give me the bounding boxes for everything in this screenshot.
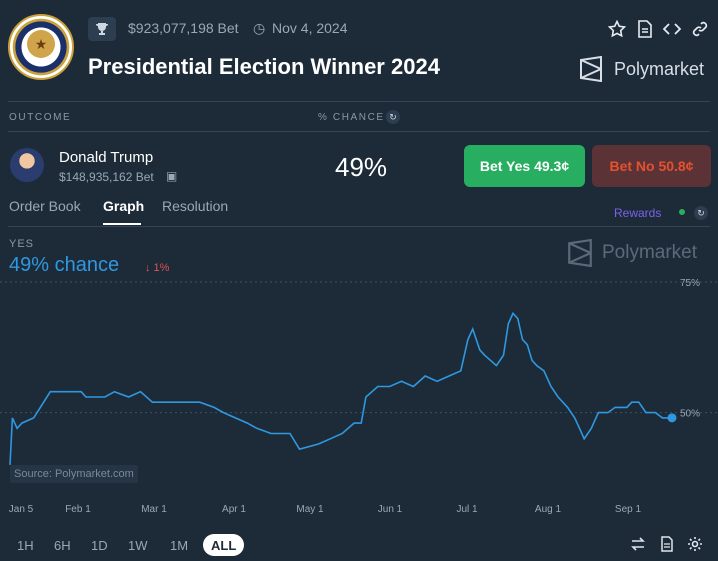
document-icon[interactable]	[634, 18, 656, 40]
star-icon[interactable]	[606, 18, 628, 40]
range-all[interactable]: ALL	[203, 534, 245, 556]
y-tick-label: 75%	[680, 278, 700, 289]
tabs-divider	[8, 226, 710, 227]
graph-outcome-label: YES	[9, 238, 35, 250]
tab-graph[interactable]: Graph	[103, 198, 145, 214]
price-chart[interactable]: 75% 50% Jan 5 Feb 1 Mar 1 Apr 1 May 1 Jun 1 Jul …	[0, 270, 718, 520]
clock-icon: ◷	[253, 20, 266, 36]
end-date: Nov 4, 2024	[272, 20, 348, 36]
page-title: Presidential Election Winner 2024	[88, 54, 440, 79]
polymarket-logo-icon	[580, 56, 602, 82]
x-tick-label: Jun 1	[378, 504, 403, 515]
watermark-text: Polymarket	[602, 242, 698, 263]
chart-source: Source: Polymarket.com	[10, 465, 138, 483]
tab-resolution[interactable]: Resolution	[162, 198, 229, 214]
document-icon[interactable]	[657, 534, 677, 554]
current-point[interactable]	[667, 413, 677, 423]
polymarket-logo[interactable]: Polymarket	[578, 55, 704, 83]
x-tick-label: Jul 1	[456, 504, 478, 515]
graph-delta: ↓ 1%	[145, 262, 170, 274]
range-1h[interactable]: 1H	[17, 537, 34, 553]
price-line	[9, 311, 672, 465]
candidate-volume: $148,935,162 Bet	[59, 170, 154, 184]
graph-watermark: Polymarket	[566, 238, 697, 268]
range-1d[interactable]: 1D	[91, 537, 108, 553]
range-6h[interactable]: 6H	[54, 537, 71, 553]
brand-name: Polymarket	[614, 58, 705, 79]
candidate-name: Donald Trump	[59, 149, 154, 166]
market-volume: $923,077,198 Bet	[128, 20, 239, 36]
y-tick-label: 50%	[680, 409, 700, 420]
range-1m[interactable]: 1M	[170, 537, 189, 553]
watermark-logo-icon	[568, 239, 592, 267]
link-icon[interactable]	[689, 18, 711, 40]
embed-code-icon[interactable]	[661, 18, 683, 40]
x-tick-label: Aug 1	[535, 504, 562, 515]
x-tick-label: Apr 1	[222, 504, 246, 515]
range-1w[interactable]: 1W	[128, 537, 148, 553]
bet-no-button[interactable]: Bet No 50.8¢	[592, 145, 711, 187]
header-divider	[8, 101, 710, 102]
rewards-link[interactable]: Rewards	[614, 206, 662, 220]
x-tick-label: May 1	[296, 504, 324, 515]
outcome-column-header: OUTCOME	[9, 112, 72, 123]
rewards-refresh-icon[interactable]: ↻	[694, 206, 708, 220]
graph-chance: 49% chance	[9, 254, 120, 276]
refresh-icon[interactable]: ↻	[386, 110, 400, 124]
eagle-icon: ★	[27, 30, 55, 58]
presidential-seal	[8, 14, 74, 80]
candidate-avatar	[10, 148, 44, 182]
gift-icon[interactable]: ▣	[166, 169, 178, 183]
active-tab-indicator	[103, 223, 141, 225]
rewards-status-dot	[679, 209, 685, 215]
x-tick-label: Jan 5	[9, 504, 34, 515]
tab-order-book[interactable]: Order Book	[9, 198, 81, 214]
column-divider	[8, 131, 710, 132]
chance-column-header: % CHANCE	[318, 112, 385, 123]
trophy-icon	[88, 17, 116, 41]
candidate-percent: 49%	[335, 152, 388, 182]
x-tick-label: Feb 1	[65, 504, 91, 515]
x-tick-label: Mar 1	[141, 504, 167, 515]
settings-gear-icon[interactable]	[685, 534, 705, 554]
bet-yes-button[interactable]: Bet Yes 49.3¢	[464, 145, 585, 187]
x-tick-label: Sep 1	[615, 504, 642, 515]
swap-icon[interactable]	[628, 534, 648, 554]
